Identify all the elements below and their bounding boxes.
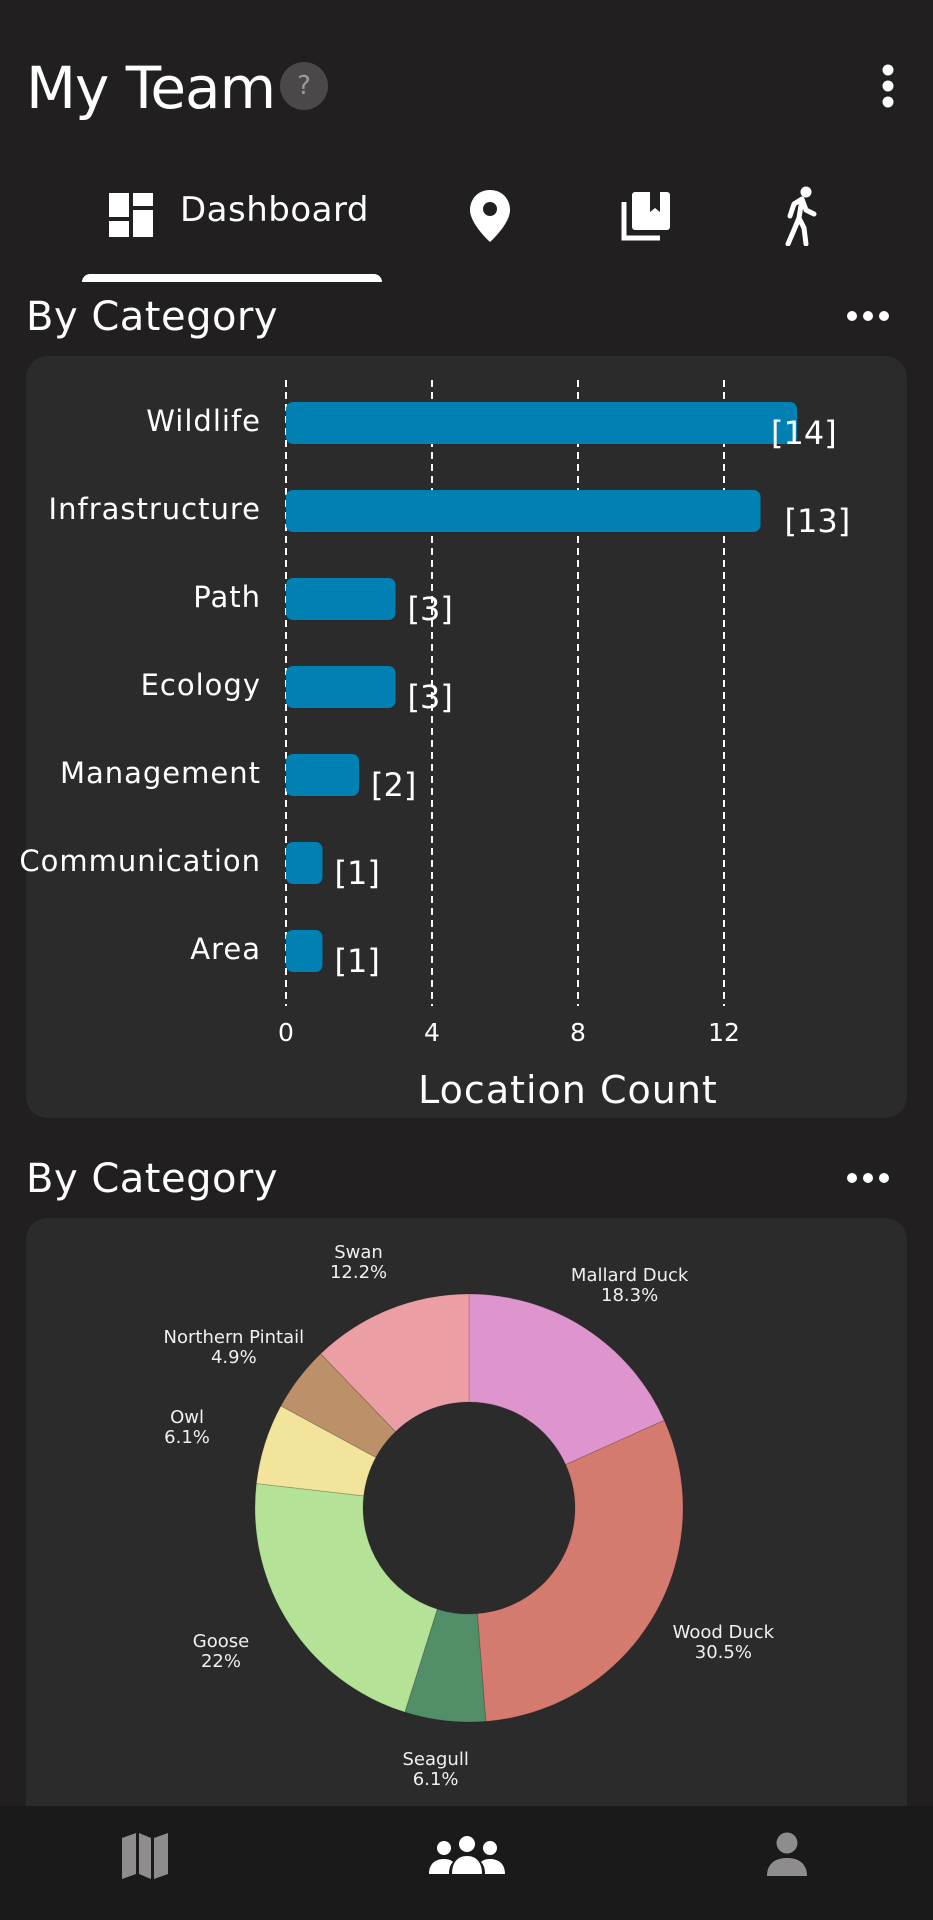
nav-map[interactable]	[120, 1832, 170, 1884]
data-label: [1]	[334, 942, 380, 980]
donut-slice[interactable]	[319, 1293, 470, 1433]
data-label: [14]	[771, 414, 837, 452]
bar[interactable]	[286, 754, 359, 796]
x-tick-label: 4	[424, 1018, 440, 1047]
bar-chart-title: By Category	[26, 294, 279, 340]
slice-name: Owl	[170, 1407, 204, 1429]
slice-label: Seagull 6.1%	[402, 1750, 468, 1790]
help-button[interactable]: ?	[280, 62, 328, 110]
bar-chart-options-button[interactable]	[846, 302, 890, 334]
dashboard-icon	[109, 193, 153, 237]
slice-percent: 4.9%	[210, 1346, 257, 1368]
x-tick-label: 0	[278, 1018, 294, 1047]
slice-percent: 18.3%	[601, 1285, 659, 1307]
tab-dashboard-label: Dashboard	[180, 190, 369, 230]
nav-team[interactable]	[428, 1836, 506, 1880]
slice-percent: 30.5%	[694, 1641, 752, 1663]
profile-icon	[767, 1832, 807, 1876]
x-axis-title: Location Count	[418, 1068, 718, 1112]
donut-slice[interactable]	[254, 1482, 438, 1713]
slice-name: Northern Pintail	[163, 1326, 305, 1348]
donut-slice[interactable]	[404, 1608, 487, 1723]
donut-slice[interactable]	[476, 1419, 684, 1722]
tab-locations[interactable]	[468, 188, 512, 248]
category-label: Area	[190, 932, 261, 966]
category-label: Wildlife	[146, 404, 261, 438]
x-tick-label: 12	[708, 1018, 740, 1047]
slice-label: Goose 22%	[192, 1630, 250, 1672]
library-icon	[621, 192, 670, 241]
slice-name: Seagull	[402, 1749, 469, 1771]
bar-chart: 0 4 8 12 Wildlife [14] Infrastructure [13] Path […	[19, 380, 851, 1112]
data-label: [3]	[407, 678, 453, 716]
slice-name: Wood Duck	[672, 1621, 775, 1643]
slice-name: Goose	[192, 1630, 250, 1652]
slice-name: Swan	[334, 1242, 383, 1264]
slice-name: Mallard Duck	[570, 1265, 689, 1287]
category-label: Path	[193, 580, 261, 614]
bar[interactable]	[286, 842, 323, 884]
horizontal-dots-icon	[847, 311, 889, 321]
page-title: My Team	[26, 54, 276, 122]
more-options-button[interactable]	[870, 62, 906, 110]
tab-dashboard[interactable]: Dashboard	[82, 176, 382, 256]
slice-label: Mallard Duck 18.3%	[571, 1266, 688, 1306]
donut-slice[interactable]	[280, 1353, 397, 1459]
slice-percent: 6.1%	[412, 1769, 459, 1791]
active-tab-indicator	[82, 274, 382, 282]
data-label: [1]	[334, 854, 380, 892]
slice-label: Swan 12.2%	[330, 1243, 387, 1283]
slice-percent: 22%	[200, 1650, 241, 1672]
bar-chart-svg	[285, 380, 797, 1006]
bar-chart-card	[26, 356, 907, 1118]
donut-slice[interactable]	[468, 1293, 665, 1466]
data-label: [2]	[371, 766, 417, 804]
bar[interactable]	[286, 666, 396, 708]
data-label: [13]	[784, 502, 851, 540]
donut-chart: Mallard Duck 18.3% Wood Duck 30.5% Seagull 6.…	[0, 1218, 933, 1838]
bottom-navigation	[0, 1806, 933, 1920]
bar[interactable]	[286, 490, 761, 532]
map-pin-icon	[470, 190, 510, 242]
donut-chart-svg	[254, 1293, 684, 1723]
vertical-dots-icon	[882, 64, 894, 108]
category-label: Communication	[19, 844, 261, 878]
bar[interactable]	[286, 930, 323, 972]
map-icon	[122, 1833, 168, 1879]
horizontal-dots-icon	[847, 1173, 889, 1183]
tab-library[interactable]	[620, 190, 672, 246]
slice-label: Northern Pintail 4.9%	[163, 1326, 305, 1368]
x-tick-label: 8	[570, 1018, 586, 1047]
nav-profile[interactable]	[766, 1832, 808, 1880]
slice-percent: 6.1%	[164, 1427, 210, 1449]
walk-icon	[785, 186, 817, 247]
donut-chart-options-button[interactable]	[846, 1164, 890, 1196]
bar[interactable]	[286, 578, 396, 620]
category-label: Management	[59, 756, 261, 790]
bar[interactable]	[286, 402, 797, 444]
category-label: Infrastructure	[48, 492, 261, 526]
tab-activity[interactable]	[782, 186, 822, 250]
category-label: Ecology	[140, 668, 261, 702]
donut-chart-title: By Category	[26, 1156, 279, 1202]
slice-label: Wood Duck 30.5%	[672, 1621, 775, 1663]
team-icon	[429, 1836, 505, 1874]
slice-percent: 12.2%	[329, 1262, 388, 1284]
data-label: [3]	[407, 590, 453, 628]
slice-label: Owl 6.1%	[164, 1408, 210, 1448]
